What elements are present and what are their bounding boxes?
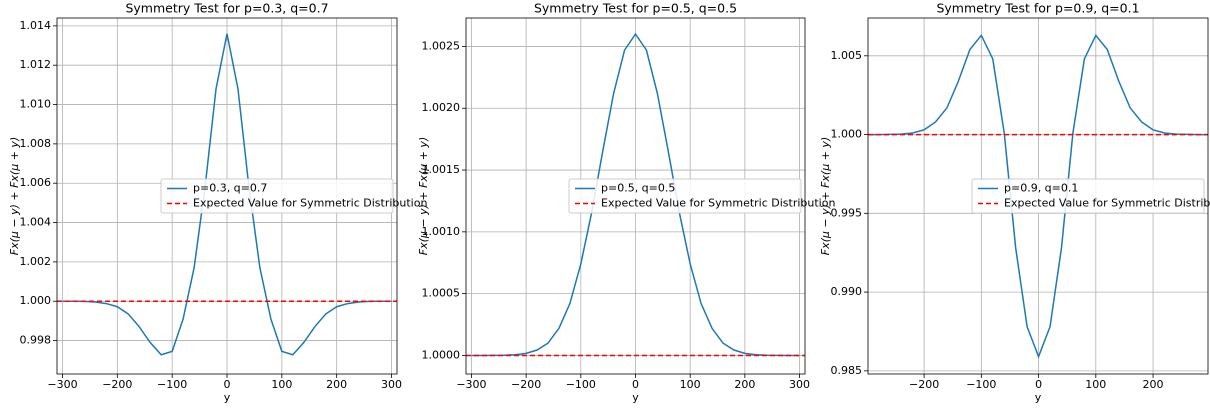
x-tick-label: −200: [909, 378, 939, 391]
x-tick-label: 0: [1035, 378, 1042, 391]
plot-area: [868, 33, 1208, 359]
y-tick-label: 1.005: [831, 49, 863, 62]
x-tick-label: 300: [789, 378, 810, 391]
y-tick-label: 1.0020: [422, 101, 461, 114]
legend-box: [971, 178, 1205, 214]
x-axis-label: y: [632, 391, 639, 404]
legend-label: Expected Value for Symmetric Distributio…: [193, 197, 427, 210]
y-tick-label: 0.995: [831, 206, 863, 219]
x-tick-label: −100: [966, 378, 996, 391]
x-axis-label: y: [1035, 391, 1042, 404]
y-tick-label: 1.0000: [422, 348, 461, 361]
y-tick-label: 1.0005: [422, 287, 461, 300]
x-tick-label: 200: [326, 378, 347, 391]
x-tick-label: −300: [456, 378, 486, 391]
legend-label: Expected Value for Symmetric Distributio…: [1004, 197, 1210, 210]
legend-label: p=0.9, q=0.1: [1004, 182, 1078, 195]
plot-area: [466, 32, 805, 357]
x-tick-label: −200: [102, 378, 132, 391]
x-tick-label: 100: [1085, 378, 1106, 391]
chart-title: Symmetry Test for p=0.3, q=0.7: [125, 1, 328, 16]
x-tick-label: 100: [680, 378, 701, 391]
data-line: [62, 33, 392, 356]
y-tick-label: 1.000: [20, 294, 52, 307]
y-tick-label: 1.004: [20, 216, 52, 229]
legend-label: p=0.3, q=0.7: [193, 182, 267, 195]
chart-title: Symmetry Test for p=0.9, q=0.1: [936, 1, 1139, 16]
x-tick-label: 200: [734, 378, 755, 391]
axes-frame: [56, 17, 398, 375]
y-axis-label: Fx(μ − y) + Fx(μ + y): [8, 137, 21, 256]
y-tick-label: 1.008: [20, 137, 52, 150]
y-tick-label: 1.010: [20, 98, 52, 111]
x-axis-label: y: [224, 391, 231, 404]
y-tick-label: 1.006: [20, 176, 52, 189]
y-axis-label: Fx(μ − y) + Fx(μ + y): [417, 137, 430, 256]
chart-title: Symmetry Test for p=0.5, q=0.5: [534, 1, 737, 16]
legend-label: Expected Value for Symmetric Distributio…: [601, 197, 835, 210]
legend-box: [160, 178, 394, 214]
y-tick-label: 1.0015: [422, 163, 461, 176]
x-tick-label: −100: [566, 378, 596, 391]
x-tick-label: 200: [1143, 378, 1164, 391]
data-line: [471, 32, 800, 357]
x-tick-label: −200: [511, 378, 541, 391]
legend-box: [568, 178, 802, 214]
data-line: [868, 33, 1208, 359]
x-tick-label: 0: [632, 378, 639, 391]
plot-area: [57, 33, 397, 356]
y-tick-label: 0.998: [20, 334, 52, 347]
legend-label: p=0.5, q=0.5: [601, 182, 675, 195]
y-tick-label: 1.014: [20, 19, 52, 32]
y-tick-label: 0.990: [831, 285, 863, 298]
y-axis-label: Fx(μ − y) + Fx(μ + y): [819, 137, 832, 256]
x-tick-label: −300: [47, 378, 77, 391]
y-tick-label: 1.012: [20, 58, 52, 71]
x-tick-label: 0: [224, 378, 231, 391]
y-tick-label: 1.000: [831, 128, 863, 141]
y-tick-label: 1.0010: [422, 225, 461, 238]
y-tick-label: 1.002: [20, 255, 52, 268]
y-tick-label: 1.0025: [422, 39, 461, 52]
x-tick-label: 300: [381, 378, 402, 391]
axes-frame: [465, 17, 806, 375]
x-tick-label: 100: [271, 378, 292, 391]
y-tick-label: 0.985: [831, 364, 863, 377]
axes-frame: [867, 17, 1209, 375]
x-tick-label: −100: [157, 378, 187, 391]
